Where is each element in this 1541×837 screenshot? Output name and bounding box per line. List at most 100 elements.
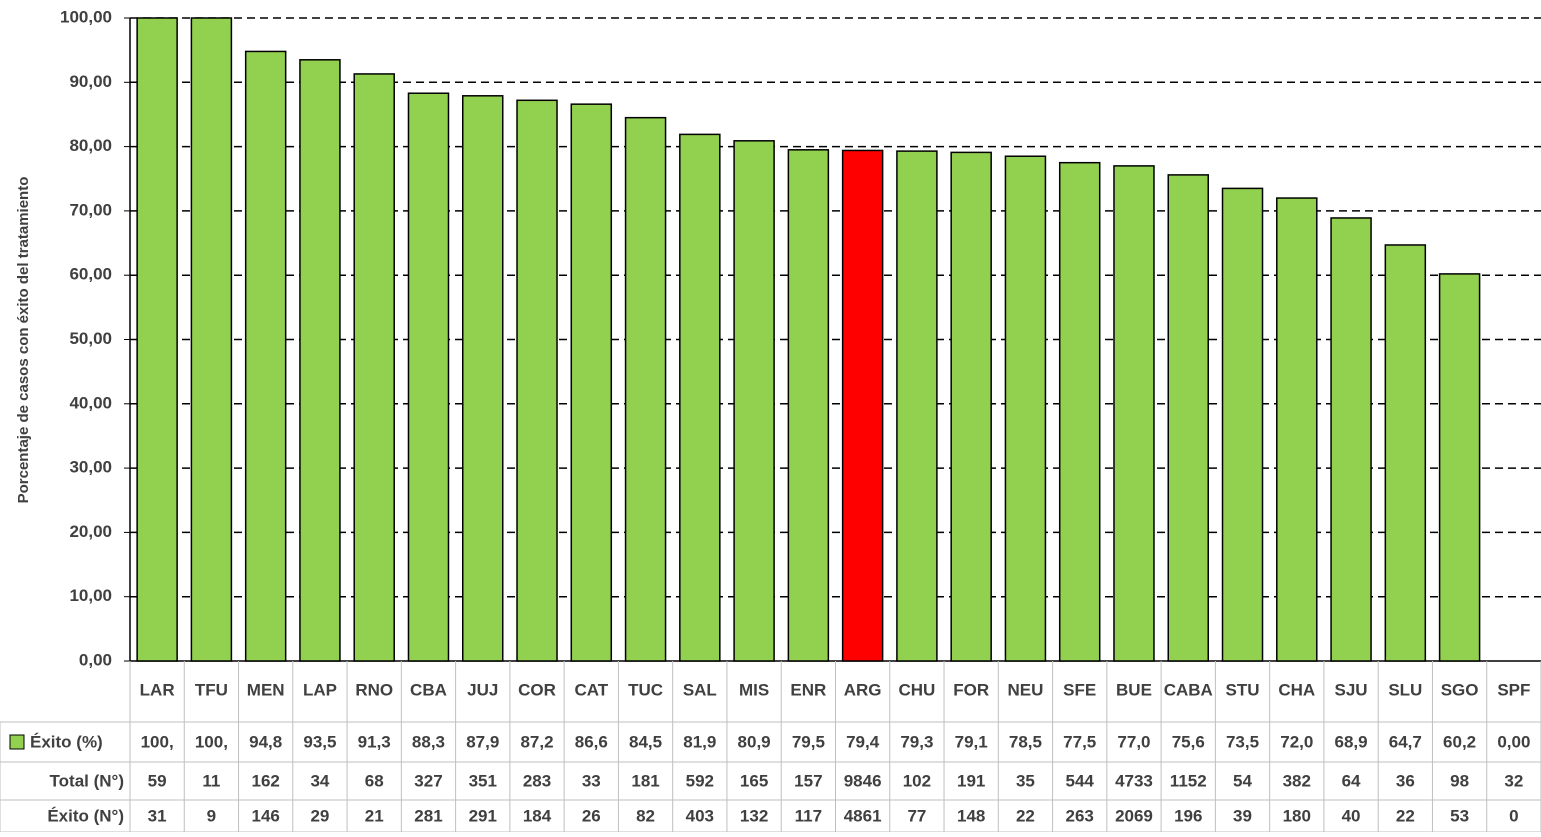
table-cell: 79,5: [792, 732, 825, 751]
y-tick-label: 30,00: [69, 458, 112, 477]
table-cell: 80,9: [738, 732, 771, 751]
y-axis-label: Porcentaje de casos con éxito del tratam…: [15, 177, 32, 504]
table-cell: 22: [1016, 806, 1035, 825]
bar: [896, 150, 938, 662]
table-cell: 11: [202, 771, 220, 790]
x-tick-label: RNO: [355, 680, 393, 699]
x-tick-label: BUE: [1116, 680, 1152, 699]
table-cell: 54: [1233, 771, 1252, 790]
table-cell: 64,7: [1389, 732, 1422, 751]
legend-key: [9, 734, 25, 750]
y-tick-label: 0,00: [79, 650, 112, 669]
y-tick-label: 40,00: [69, 393, 112, 412]
table-cell: 79,4: [846, 732, 880, 751]
x-tick-label: CHA: [1278, 680, 1315, 699]
table-cell: 146: [251, 806, 279, 825]
x-tick-label: CHU: [898, 680, 935, 699]
table-cell: 68: [365, 771, 384, 790]
table-cell: 100,: [195, 732, 228, 751]
table-cell: 351: [469, 771, 497, 790]
table-cell: 132: [740, 806, 768, 825]
row-header: Total (N°): [50, 771, 124, 790]
table-cell: 281: [414, 806, 442, 825]
bar: [190, 17, 233, 662]
bar: [299, 59, 341, 662]
table-cell: 0,00: [1497, 732, 1530, 751]
table-cell: 94,8: [249, 732, 282, 751]
table-cell: 79,1: [955, 732, 988, 751]
bar: [624, 116, 667, 662]
table-cell: 40: [1342, 806, 1361, 825]
bar: [1438, 273, 1481, 662]
x-tick-label: SLU: [1388, 680, 1422, 699]
table-cell: 196: [1174, 806, 1202, 825]
x-tick-label: TFU: [195, 680, 228, 699]
y-tick-label: 60,00: [69, 265, 112, 284]
table-cell: 36: [1396, 771, 1415, 790]
y-tick-label: 70,00: [69, 200, 112, 219]
table-cell: 165: [740, 771, 768, 790]
table-cell: 263: [1066, 806, 1094, 825]
x-tick-label: CAT: [574, 680, 608, 699]
table-cell: 9: [207, 806, 216, 825]
bar: [950, 151, 992, 662]
x-tick-label: JUJ: [467, 680, 498, 699]
table-cell: 84,5: [629, 732, 662, 751]
x-tick-label: COR: [518, 680, 556, 699]
x-tick-label: SPF: [1497, 680, 1530, 699]
bar: [679, 133, 721, 662]
bar: [353, 73, 395, 662]
table-cell: 22: [1396, 806, 1415, 825]
table-cell: 35: [1016, 771, 1035, 790]
table-cell: 93,5: [303, 732, 336, 751]
table-cell: 26: [582, 806, 601, 825]
table-cell: 87,9: [466, 732, 499, 751]
table-cell: 157: [794, 771, 822, 790]
table-cell: 73,5: [1226, 732, 1259, 751]
table-cell: 98: [1450, 771, 1469, 790]
x-tick-label: FOR: [953, 680, 989, 699]
table-cell: 81,9: [683, 732, 716, 751]
table-cell: 60,2: [1443, 732, 1476, 751]
x-tick-label: NEU: [1007, 680, 1043, 699]
bar: [1058, 161, 1101, 662]
table-cell: 86,6: [575, 732, 608, 751]
x-tick-label: STU: [1226, 680, 1260, 699]
y-tick-label: 20,00: [69, 522, 112, 541]
table-cell: 117: [795, 806, 822, 825]
table-cell: 64: [1342, 771, 1361, 790]
table-cell: 77,5: [1063, 732, 1096, 751]
table-cell: 181: [631, 771, 659, 790]
table-cell: 544: [1066, 771, 1095, 790]
x-tick-label: TUC: [628, 680, 663, 699]
bar: [407, 92, 450, 662]
table-cell: 283: [523, 771, 551, 790]
table-cell: 82: [636, 806, 655, 825]
bar: [570, 103, 613, 662]
x-tick-label: SAL: [683, 680, 717, 699]
y-tick-label: 80,00: [69, 136, 112, 155]
table-cell: 1152: [1170, 771, 1207, 790]
table-cell: 0: [1509, 806, 1518, 825]
legend-label: Éxito (%): [30, 732, 103, 751]
table-cell: 77,0: [1117, 732, 1150, 751]
x-tick-label: SGO: [1441, 680, 1479, 699]
table-cell: 291: [469, 806, 497, 825]
x-tick-label: CBA: [410, 680, 447, 699]
bar: [787, 149, 830, 662]
table-cell: 403: [686, 806, 714, 825]
table-cell: 33: [582, 771, 601, 790]
table-cell: 39: [1233, 806, 1252, 825]
table-cell: 87,2: [520, 732, 553, 751]
table-cell: 53: [1450, 806, 1469, 825]
bar: [841, 149, 884, 662]
table-cell: 29: [310, 806, 329, 825]
bar: [136, 17, 178, 662]
table-cell: 102: [903, 771, 931, 790]
bar: [1221, 187, 1264, 662]
row-header: Éxito (N°): [47, 806, 124, 825]
table-cell: 72,0: [1280, 732, 1313, 751]
bar: [1384, 244, 1427, 662]
table-cell: 148: [957, 806, 985, 825]
table-cell: 68,9: [1335, 732, 1368, 751]
